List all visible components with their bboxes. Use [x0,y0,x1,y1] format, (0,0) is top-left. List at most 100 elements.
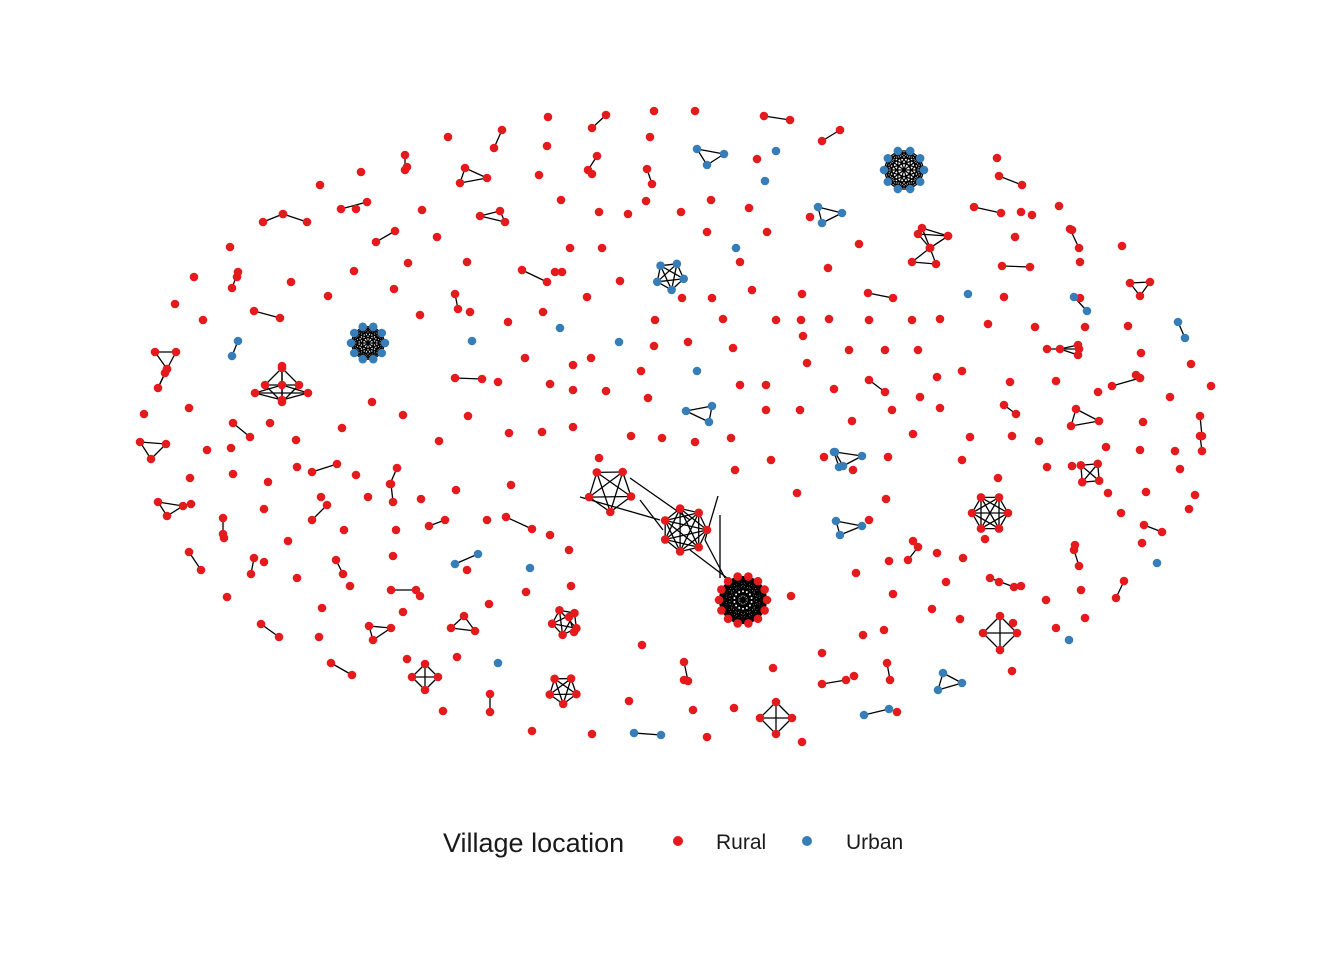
rural-node [564,545,574,555]
rural-node [908,536,918,546]
rural-node [416,494,426,504]
rural-node [1030,322,1040,332]
rural-node [597,243,607,253]
network-edge [971,496,1000,514]
rural-node [717,585,726,594]
rural-node [277,395,287,405]
rural-node [762,227,772,237]
rural-node [601,386,611,396]
rural-node [1005,377,1015,387]
rural-node [882,658,892,668]
network-edge [685,405,713,412]
rural-node [1165,392,1175,402]
rural-node [450,373,460,383]
rural-node [196,565,206,575]
rural-node [521,587,531,597]
urban-node [707,401,717,411]
rural-node [888,589,898,599]
rural-node [994,171,1004,181]
rural-node [726,433,736,443]
rural-node [733,619,742,628]
rural-node [566,674,576,683]
rural-node [817,648,827,658]
network-edge [834,451,863,457]
rural-node [316,492,326,502]
rural-node [568,360,578,370]
rural-node [302,217,312,227]
rural-node [797,737,807,747]
urban-node [1082,306,1092,316]
rural-node [545,690,555,699]
rural-node [475,211,485,221]
rural-node [932,372,942,382]
urban-node [879,165,889,175]
rural-node [139,409,149,419]
rural-node [1016,581,1026,591]
rural-node [1111,593,1121,603]
rural-node [759,111,769,121]
rural-node [465,307,475,317]
rural-node [1042,344,1052,354]
urban-node [227,351,237,361]
network-edge [1070,420,1100,427]
urban-node [233,336,243,346]
network-edge [679,512,700,552]
network-edge [372,332,383,360]
network-edge [660,265,685,280]
rural-node [1125,278,1135,288]
rural-node [1051,623,1061,633]
rural-node [587,729,597,739]
rural-node [347,670,357,680]
rural-node [391,525,401,535]
rural-node [351,470,361,480]
rural-node [760,585,769,594]
rural-node [880,345,890,355]
rural-node [184,403,194,413]
rural-node [993,473,1003,483]
urban-node [817,218,827,228]
rural-node [606,507,615,517]
rural-node [694,508,704,518]
rural-node [1206,381,1216,391]
urban-node [1152,558,1162,568]
rural-node [771,315,781,325]
urban-node [704,417,714,427]
rural-node [997,261,1007,271]
rural-node [1067,461,1077,471]
rural-node [407,672,417,682]
rural-node [1093,459,1103,469]
rural-node [733,572,742,581]
rural-node [184,547,194,557]
rural-node [584,492,594,502]
rural-node [542,277,552,287]
rural-node [1195,431,1205,441]
rural-node [537,427,547,437]
rural-node [275,313,285,323]
rural-node [1009,582,1019,592]
rural-node [744,203,754,213]
rural-node [368,635,378,645]
rural-node [1076,460,1086,470]
rural-node [792,488,802,498]
rural-node [957,366,967,376]
rural-node [534,170,544,180]
network-edge [254,384,283,394]
rural-node [1073,350,1083,360]
rural-node [338,569,348,579]
rural-node [504,428,514,438]
rural-node [337,423,347,433]
rural-node [1094,416,1104,426]
rural-node [829,384,839,394]
rural-node [786,591,796,601]
rural-node [744,572,753,581]
rural-node [572,689,581,699]
network-edge [596,472,611,513]
rural-node [1042,462,1052,472]
network-edge [757,589,766,619]
rural-node [1025,262,1035,272]
rural-node [1136,348,1146,358]
urban-node [835,530,845,540]
rural-node [388,551,398,561]
legend-label-rural: Rural [716,831,767,854]
rural-node [455,178,465,188]
